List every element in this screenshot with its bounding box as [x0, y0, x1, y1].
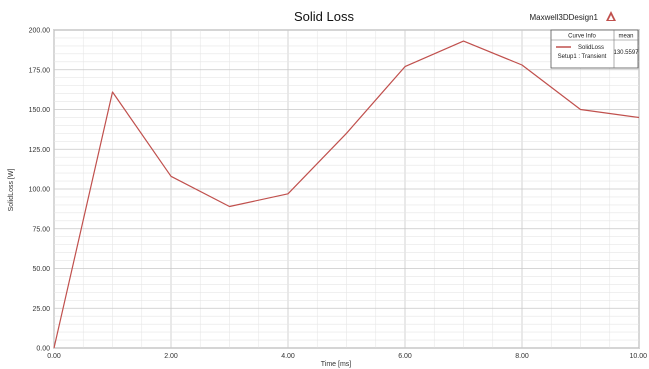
y-tick-label: 200.00: [29, 28, 51, 35]
ansys-logo-icon: [606, 11, 616, 21]
x-tick-label: 0.00: [47, 353, 61, 360]
y-tick-label: 25.00: [32, 306, 50, 313]
x-tick-label: 10.00: [629, 353, 647, 360]
y-tick-label: 150.00: [29, 107, 51, 114]
legend-col-curve: Curve Info: [568, 34, 596, 40]
y-tick-label: 100.00: [29, 187, 51, 194]
x-axis-ticks: 0.00 2.00 4.00 6.00 8.00 10.00: [47, 353, 647, 360]
x-tick-label: 6.00: [398, 353, 412, 360]
series-line-solidloss: [53, 40, 640, 349]
legend[interactable]: Curve Info mean SolidLoss Setup1 : Trans…: [550, 29, 639, 69]
legend-box: [550, 29, 639, 69]
y-tick-label: 0.00: [36, 346, 50, 353]
design-name: Maxwell3DDesign1: [530, 13, 599, 22]
y-tick-label: 175.00: [29, 67, 51, 74]
y-axis-ticks: 0.00 25.00 50.00 75.00 100.00 125.00 150.00 175…: [29, 28, 51, 353]
legend-entry-mean: 130.5597: [613, 50, 639, 56]
y-axis-label: SolidLoss [W]: [8, 169, 15, 212]
x-tick-label: 4.00: [281, 353, 295, 360]
y-tick-label: 75.00: [32, 226, 50, 233]
x-tick-label: 2.00: [164, 353, 178, 360]
series-layer: [53, 40, 640, 349]
legend-entry-setup: Setup1 : Transient: [558, 54, 607, 60]
chart-title: Solid Loss: [294, 9, 354, 24]
legend-col-mean: mean: [618, 34, 633, 40]
x-axis-label: Time [ms]: [321, 361, 352, 368]
grid-lines: [53, 29, 640, 349]
x-tick-label: 8.00: [515, 353, 529, 360]
y-tick-label: 125.00: [29, 147, 51, 154]
legend-entry-name: SolidLoss: [578, 45, 604, 51]
y-tick-label: 50.00: [32, 266, 50, 273]
